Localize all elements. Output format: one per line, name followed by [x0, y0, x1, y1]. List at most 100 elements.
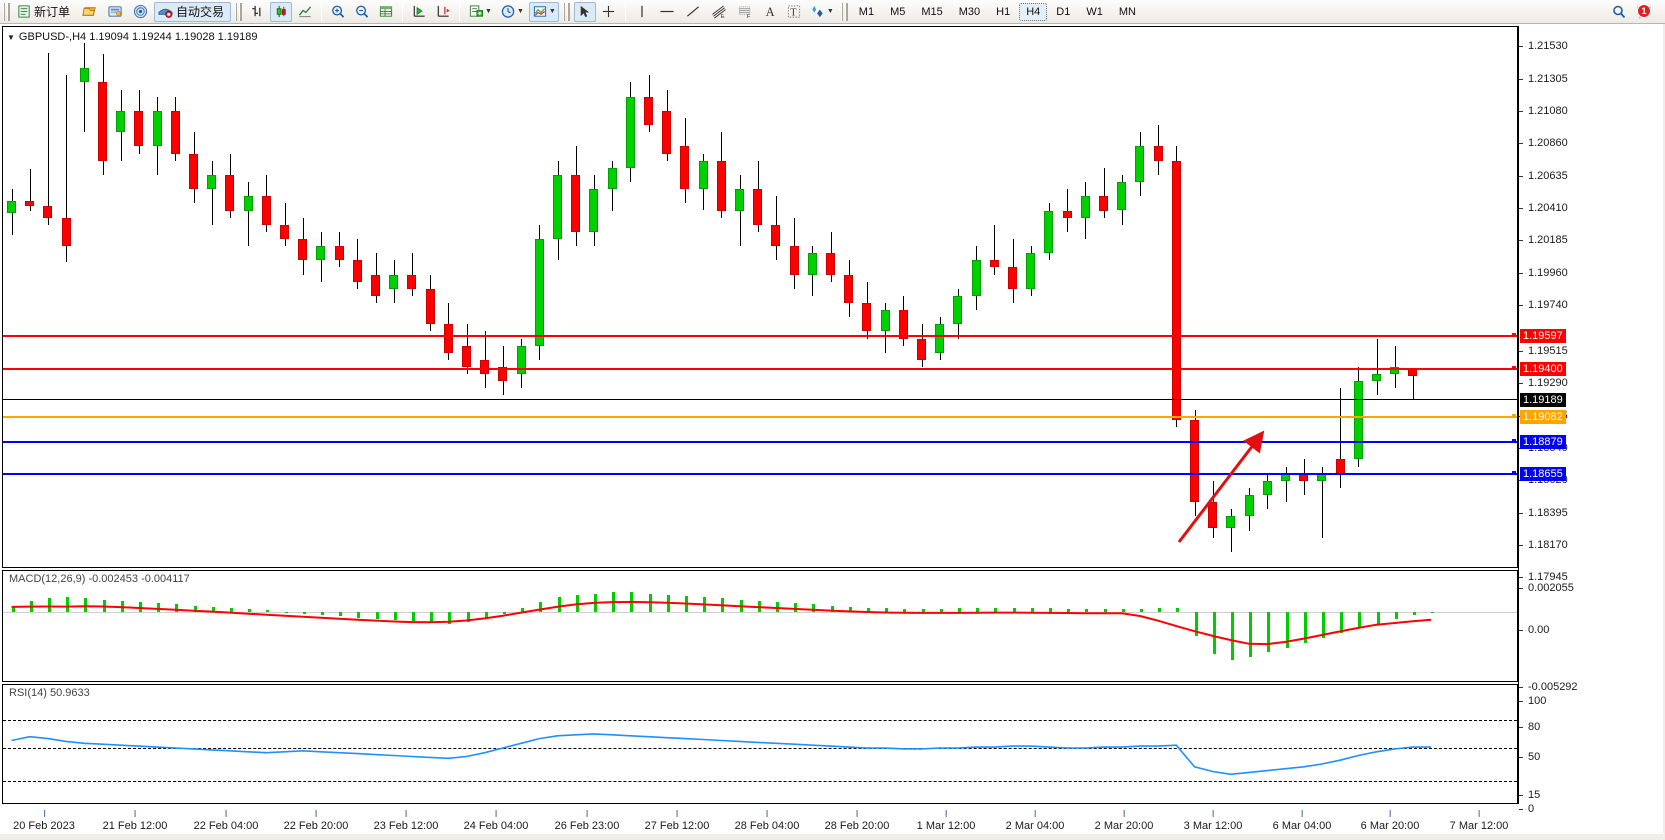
data-window-button[interactable] [375, 2, 397, 22]
channel-button[interactable]: E [707, 2, 731, 22]
rsi-pane[interactable]: RSI(14) 50.9633 [2, 684, 1518, 804]
macd-histogram-bar [776, 602, 779, 612]
folder-button[interactable] [79, 2, 102, 22]
new-order-button[interactable]: 新订单 [14, 2, 77, 22]
macd-pane[interactable]: MACD(12,26,9) -0.002453 -0.004117 [2, 570, 1518, 682]
templates-button[interactable]: ▼ [528, 1, 559, 22]
chart-shift-icon [437, 5, 450, 17]
chevron-down-icon-3[interactable]: ▼ [548, 8, 556, 15]
periods-button[interactable]: ▼ [497, 2, 527, 22]
svg-text:E: E [721, 14, 725, 19]
chart-shift-button[interactable] [432, 2, 454, 22]
macd-histogram-bar [994, 608, 997, 612]
macd-histogram-bar [503, 611, 506, 614]
timeframe-m15[interactable]: M15 [921, 5, 943, 18]
shapes-button[interactable]: ▼ [807, 2, 837, 22]
bar-chart-button[interactable] [246, 2, 268, 22]
cursor-button[interactable] [573, 1, 596, 22]
candle-body [1153, 146, 1163, 161]
line-anchor-handle[interactable] [1511, 470, 1517, 476]
timeframe-m1[interactable]: M1 [858, 5, 875, 18]
fibonacci-button[interactable]: F [733, 2, 757, 22]
shapes-icon [812, 5, 823, 18]
vertical-line-button[interactable] [631, 2, 653, 22]
crosshair-button[interactable] [598, 2, 620, 22]
auto-scroll-icon [413, 5, 425, 17]
terminal-button[interactable] [104, 2, 127, 22]
macd-histogram-bar [1067, 609, 1070, 612]
text-label-button[interactable]: T [783, 2, 805, 22]
trendline-button[interactable] [681, 2, 705, 22]
time-axis-tick: 20 Feb 2023 [13, 810, 75, 832]
signals-button[interactable] [129, 2, 152, 22]
line-chart-icon [298, 6, 312, 18]
zoom-out-button[interactable] [351, 2, 373, 22]
macd-histogram-bar [485, 611, 488, 619]
timeframe-h4[interactable]: H4 [1019, 2, 1048, 21]
text-button[interactable]: A [759, 2, 781, 22]
search-button[interactable] [1608, 2, 1630, 22]
chevron-down-icon-2[interactable]: ▼ [516, 8, 524, 15]
candle-body [480, 359, 490, 375]
chart-area[interactable]: ▼ GBPUSD-,H4 1.19094 1.19244 1.19028 1.1… [0, 24, 1665, 840]
macd-histogram-bar [376, 611, 379, 619]
time-axis-tick: 28 Feb 04:00 [734, 810, 800, 832]
toolbar-grip-3[interactable] [562, 2, 570, 21]
candle-body [771, 224, 781, 247]
collapse-caret-icon[interactable]: ▼ [7, 32, 15, 42]
candle-body [116, 110, 126, 133]
add-indicator-button[interactable]: ▼ [465, 2, 495, 22]
line-anchor-handle[interactable] [1511, 438, 1517, 444]
zoom-in-button[interactable] [327, 2, 349, 22]
price-axis-pill[interactable]: 1.18879 [1520, 435, 1566, 449]
candle-body [298, 238, 308, 261]
svg-text:A: A [766, 5, 775, 19]
price-pane[interactable]: ▼ GBPUSD-,H4 1.19094 1.19244 1.19028 1.1… [2, 26, 1518, 568]
toolbar-grip-2[interactable] [235, 2, 243, 21]
new-order-label: 新订单 [34, 5, 71, 19]
timeframe-d1[interactable]: D1 [1056, 5, 1071, 18]
line-chart-button[interactable] [294, 2, 316, 22]
timeframe-w1[interactable]: W1 [1086, 5, 1103, 18]
candle-body [462, 345, 471, 367]
line-anchor-handle[interactable] [1511, 365, 1517, 371]
toolbar-grip-4[interactable] [840, 2, 848, 21]
macd-histogram-bar [467, 611, 470, 623]
notifications-button[interactable]: 1 [1632, 2, 1658, 22]
timeframe-mn[interactable]: MN [1118, 5, 1136, 18]
text-icon: A [766, 5, 775, 19]
timeframe-m30[interactable]: M30 [958, 5, 981, 18]
autotrading-label: 自动交易 [176, 5, 225, 19]
chevron-down-icon-4[interactable]: ▼ [826, 8, 834, 15]
line-anchor-handle[interactable] [1511, 332, 1517, 338]
candle-body [680, 146, 690, 190]
timeframe-h1[interactable]: H1 [996, 5, 1011, 18]
vertical-line-icon [641, 5, 643, 18]
price-axis-pill[interactable]: 1.19597 [1520, 329, 1566, 343]
timeframe-m5[interactable]: M5 [890, 5, 906, 18]
candle-body [953, 295, 963, 325]
chevron-down-icon[interactable]: ▼ [485, 8, 492, 15]
candle-body [516, 345, 526, 375]
price-axis-pill[interactable]: 1.19189 [1520, 393, 1566, 407]
line-anchor-handle[interactable] [1511, 413, 1517, 419]
candlestick-chart-button[interactable] [270, 1, 293, 22]
candle-body [880, 310, 890, 332]
candle-body [534, 238, 544, 346]
toolbar-grip[interactable] [3, 2, 10, 21]
macd-histogram-bar [794, 603, 797, 612]
candle-body [625, 96, 635, 168]
notification-badge: 1 [1637, 3, 1651, 18]
price-axis[interactable]: 1.21530 1.21305 1.21080 1.20860 1.20635 1.204… [1518, 26, 1663, 815]
price-axis-pill[interactable]: 1.19400 [1520, 362, 1566, 376]
macd-histogram-bar [1267, 611, 1270, 653]
horizontal-line-button[interactable] [655, 2, 679, 22]
macd-histogram-bar [1322, 611, 1325, 638]
autotrading-button[interactable]: 自动交易 [154, 1, 232, 22]
macd-histogram-bar [339, 611, 342, 617]
price-axis-pill[interactable]: 1.18655 [1520, 467, 1566, 481]
price-axis-pill[interactable]: 1.19082 [1520, 410, 1566, 424]
candle-wick [212, 160, 213, 225]
candle-wick [740, 174, 741, 247]
auto-scroll-button[interactable] [408, 2, 430, 22]
